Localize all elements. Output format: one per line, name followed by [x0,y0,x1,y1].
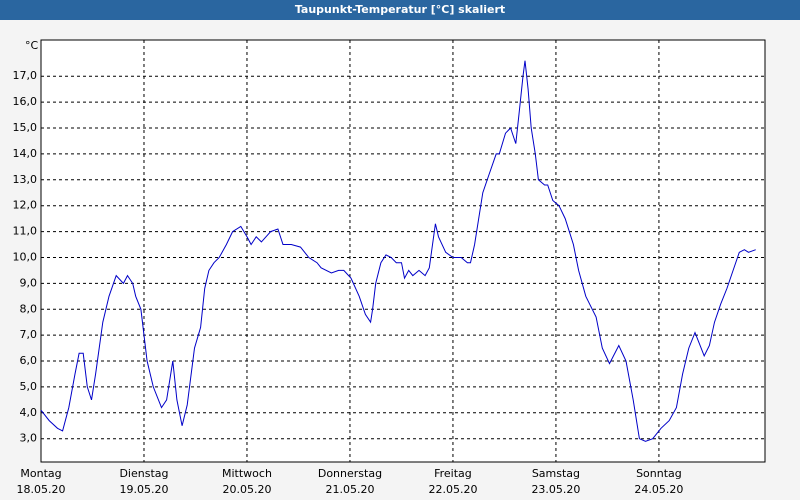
x-tick-label: Mittwoch [222,467,272,480]
x-tick-label: Freitag [434,467,472,480]
y-tick-label: 16,0 [13,95,38,108]
y-tick-label: 7,0 [20,328,38,341]
y-tick-label: 15,0 [13,121,38,134]
x-tick-date: 23.05.20 [531,483,580,496]
x-tick-label: Donnerstag [318,467,382,480]
x-tick-label: Samstag [532,467,580,480]
y-tick-label: 11,0 [13,225,38,238]
y-tick-label: 17,0 [13,69,38,82]
y-tick-label: 12,0 [13,199,38,212]
x-tick-date: 24.05.20 [634,483,683,496]
x-tick-date: 22.05.20 [428,483,477,496]
y-tick-label: 4,0 [20,406,38,419]
x-tick-date: 18.05.20 [17,483,66,496]
y-tick-label: 6,0 [20,354,38,367]
x-tick-date: 20.05.20 [222,483,271,496]
x-tick-date: 19.05.20 [119,483,168,496]
y-tick-label: 14,0 [13,147,38,160]
y-tick-label: 9,0 [20,276,38,289]
y-tick-label: 5,0 [20,380,38,393]
x-tick-label: Montag [20,467,61,480]
x-tick-date: 21.05.20 [325,483,374,496]
data-line [40,60,756,442]
chart-title: Taupunkt-Temperatur [°C] skaliert [295,3,505,16]
x-tick-label: Sonntag [636,467,682,480]
y-tick-label: 3,0 [20,432,38,445]
x-tick-label: Dienstag [119,467,168,480]
unit-label: °C [25,39,39,52]
plot-area [40,39,766,463]
title-bar [0,0,800,20]
y-tick-label: 13,0 [13,173,38,186]
y-tick-label: 10,0 [13,250,38,263]
y-tick-label: 8,0 [20,302,38,315]
